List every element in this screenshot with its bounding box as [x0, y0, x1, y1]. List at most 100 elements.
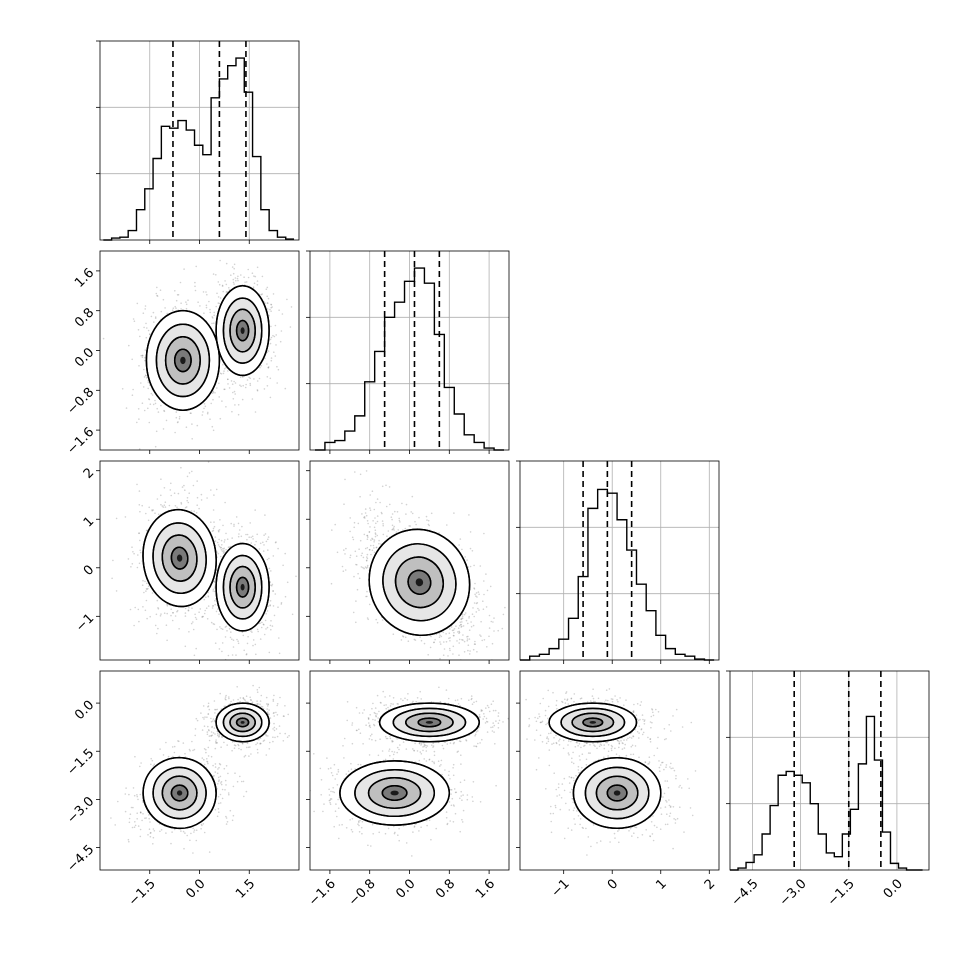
sample-point [216, 541, 219, 544]
sample-point [381, 512, 383, 515]
sample-point [234, 404, 236, 406]
sample-point [225, 262, 228, 265]
sample-point [448, 637, 450, 640]
sample-point [154, 317, 157, 320]
sample-point [195, 829, 198, 831]
sample-point [231, 654, 234, 656]
sample-point [366, 534, 368, 537]
sample-point [209, 418, 211, 421]
sample-point [261, 293, 264, 295]
sample-point [355, 563, 357, 566]
sample-point [462, 639, 464, 641]
sample-point [218, 538, 220, 541]
sample-point [218, 396, 220, 398]
sample-point [164, 506, 167, 508]
sample-point [269, 396, 272, 399]
sample-point [237, 404, 240, 406]
sample-point [461, 548, 463, 551]
sample-point [366, 538, 369, 540]
sample-point [218, 811, 220, 813]
sample-point [165, 832, 167, 834]
sample-point [217, 780, 220, 783]
sample-point [203, 758, 205, 761]
sample-point [219, 555, 222, 558]
density-contour-1-2-0-4 [415, 578, 424, 587]
sample-point [186, 475, 189, 478]
sample-point [225, 625, 228, 628]
sample-point [222, 524, 224, 527]
sample-point [237, 642, 240, 645]
sample-point [407, 640, 410, 642]
sample-point [251, 631, 253, 633]
sample-point [202, 823, 205, 825]
sample-point [472, 648, 475, 651]
sample-point [455, 625, 457, 627]
sample-point [147, 585, 150, 587]
sample-point [256, 280, 259, 282]
sample-point [270, 336, 273, 339]
sample-point [142, 386, 145, 388]
sample-point [280, 602, 283, 604]
sample-point [141, 819, 143, 822]
sample-point [466, 636, 468, 638]
sample-point [357, 572, 359, 575]
sample-point [355, 555, 358, 557]
sample-point [189, 750, 191, 752]
sample-point [349, 517, 352, 519]
sample-point [139, 828, 142, 831]
sample-point [368, 531, 371, 533]
sample-point [225, 817, 228, 819]
sample-point [468, 615, 471, 618]
scatter-panel-0-1-frame [99, 250, 300, 451]
sample-point [146, 582, 148, 585]
sample-point [481, 639, 484, 642]
sample-point [219, 793, 222, 796]
sample-point [429, 646, 432, 649]
sample-point [194, 289, 197, 292]
sample-point [227, 378, 229, 381]
sample-point [242, 780, 245, 783]
sample-point [385, 484, 387, 487]
sample-point [253, 275, 255, 277]
sample-point [216, 551, 218, 553]
sample-point [456, 640, 458, 642]
sample-point [366, 547, 369, 549]
sample-point [367, 536, 369, 538]
sample-point [423, 642, 426, 645]
sample-point [374, 532, 377, 534]
sample-point [390, 516, 393, 518]
sample-point [367, 522, 369, 525]
sample-point [255, 653, 257, 656]
sample-point [216, 628, 218, 631]
sample-point [400, 639, 403, 641]
sample-point [354, 550, 357, 553]
sample-point [402, 529, 404, 531]
sample-point [231, 537, 233, 539]
sample-point [270, 584, 272, 586]
sample-point [139, 549, 141, 552]
sample-point [140, 354, 142, 357]
sample-point [205, 304, 208, 307]
sample-point [251, 398, 254, 400]
sample-point [159, 289, 162, 292]
sample-point [392, 527, 395, 529]
contour-outline-0-2-0-3 [170, 546, 189, 570]
sample-point [269, 308, 271, 311]
sample-point [453, 631, 455, 634]
sample-point [280, 603, 283, 605]
sample-point [163, 612, 166, 614]
sample-point [160, 494, 162, 497]
sample-point [227, 370, 229, 372]
sample-point [225, 406, 227, 408]
sample-point [262, 550, 265, 552]
sample-point [156, 407, 158, 410]
sample-point [466, 559, 468, 561]
sample-point [207, 461, 210, 463]
sample-point [274, 355, 277, 357]
sample-point [385, 505, 388, 508]
scatter-panel-0-2 [96, 460, 300, 664]
sample-point [210, 755, 213, 758]
sample-point [461, 613, 464, 615]
sample-point [366, 557, 369, 560]
sample-point [224, 626, 227, 628]
